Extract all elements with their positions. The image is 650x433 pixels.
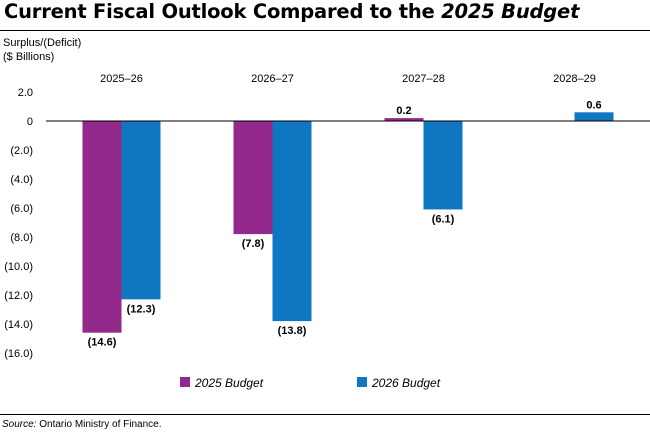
y-tick-label: (16.0) bbox=[4, 348, 33, 360]
y-tick-label: (6.0) bbox=[10, 203, 33, 215]
bar-budget-2026 bbox=[272, 121, 312, 322]
data-label: 0.6 bbox=[586, 99, 601, 111]
y-tick-label: (8.0) bbox=[10, 232, 33, 244]
bar-budget-2026 bbox=[574, 112, 614, 121]
chart-title: Current Fiscal Outlook Compared to the 2… bbox=[4, 0, 580, 23]
y-tick-label: (2.0) bbox=[10, 145, 33, 157]
data-label: (13.8) bbox=[278, 325, 307, 337]
legend-swatch bbox=[180, 377, 190, 387]
data-label: (7.8) bbox=[242, 238, 265, 250]
bar-budget-2025 bbox=[384, 118, 424, 121]
x-category-label: 2027–28 bbox=[402, 73, 445, 85]
data-label: (14.6) bbox=[88, 337, 117, 349]
y-tick-label: (4.0) bbox=[10, 174, 33, 186]
y-tick-label: 0 bbox=[27, 116, 33, 128]
data-label: (12.3) bbox=[127, 303, 156, 315]
x-category-label: 2028–29 bbox=[553, 73, 596, 85]
bar-budget-2026 bbox=[121, 121, 161, 300]
source-note: Source: Ontario Ministry of Finance. bbox=[2, 419, 162, 430]
x-category-label: 2026–27 bbox=[251, 73, 294, 85]
x-category-label: 2025–26 bbox=[100, 73, 143, 85]
y-tick-label: (12.0) bbox=[4, 290, 33, 302]
bar-budget-2026 bbox=[423, 121, 463, 210]
y-tick-label: (10.0) bbox=[4, 261, 33, 273]
y-axis-label: Surplus/(Deficit) ($ Billions) bbox=[3, 37, 82, 63]
top-rule bbox=[0, 30, 650, 31]
data-label: 0.2 bbox=[396, 105, 411, 117]
data-label: (6.1) bbox=[432, 213, 455, 225]
y-tick-label: 2.0 bbox=[18, 87, 33, 99]
legend-label: 2026 Budget bbox=[371, 376, 441, 390]
bar-budget-2025 bbox=[82, 121, 122, 333]
y-tick-label: (14.0) bbox=[4, 319, 33, 331]
legend-label: 2025 Budget bbox=[194, 376, 264, 390]
legend-swatch bbox=[357, 377, 367, 387]
bar-budget-2025 bbox=[233, 121, 273, 235]
bottom-rule bbox=[0, 414, 650, 415]
